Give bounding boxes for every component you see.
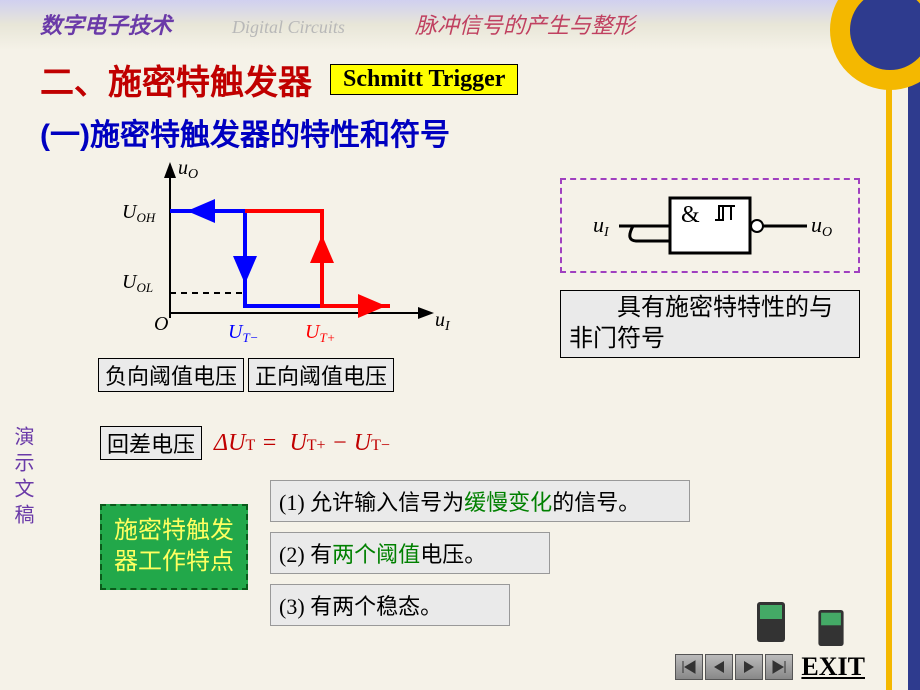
- slide-content: 二、施密特触发器 Schmitt Trigger (一)施密特触发器的特性和符号…: [40, 55, 860, 680]
- pos-threshold-box: 正向阈值电压: [248, 358, 394, 392]
- exit-button[interactable]: EXIT: [801, 652, 865, 682]
- skip-back-icon: [681, 660, 697, 674]
- hysteresis-row: 回差电压 ΔUT = UT+ − UT−: [100, 426, 860, 460]
- svg-text:uI: uI: [593, 212, 610, 240]
- svg-text:&: &: [681, 202, 700, 228]
- schmitt-trigger-label: Schmitt Trigger: [330, 64, 518, 95]
- multimeter-icon: [818, 610, 843, 646]
- hysteresis-label: 回差电压: [100, 426, 202, 460]
- ut-plus-label: UT+: [305, 321, 335, 345]
- hysteresis-chart: uO uI O UOH UOL UT− UT+: [100, 158, 460, 368]
- sidebar-label-cn: 演示文稿: [8, 426, 37, 530]
- subsection-title: (一)施密特触发器的特性和符号: [40, 110, 860, 154]
- hysteresis-formula: ΔUT = UT+ − UT−: [214, 430, 390, 457]
- y-axis-label: uO: [178, 158, 198, 182]
- nand-symbol-box: uI & uO: [560, 178, 860, 273]
- nav-controls: EXIT: [675, 652, 865, 682]
- svg-text:uO: uO: [811, 212, 832, 240]
- next-icon: [742, 660, 756, 674]
- uol-label: UOL: [122, 271, 153, 295]
- skip-fwd-icon: [771, 660, 787, 674]
- feature-item: (3) 有两个稳态。: [270, 584, 510, 626]
- feature-item: (2) 有两个阈值电压。: [270, 532, 550, 574]
- header-topic: 脉冲信号的产生与整形: [415, 8, 635, 40]
- features-title-box: 施密特触发器工作特点: [100, 504, 248, 590]
- section-title: 二、施密特触发器: [40, 55, 312, 104]
- prev-icon: [712, 660, 726, 674]
- multimeter-icon: [757, 602, 785, 642]
- nav-first-button[interactable]: [675, 654, 703, 680]
- uoh-label: UOH: [122, 201, 156, 225]
- origin-label: O: [154, 313, 168, 335]
- neg-threshold-box: 负向阈值电压: [98, 358, 244, 392]
- decor-stripe-blue: [908, 0, 920, 690]
- diagram-row: uO uI O UOH UOL UT− UT+ 负向阈值电压 正向阈值电压: [40, 158, 860, 398]
- feature-item: (1) 允许输入信号为缓慢变化的信号。: [270, 480, 690, 522]
- header-cn: 数字电子技术: [40, 8, 172, 40]
- ut-minus-label: UT−: [228, 321, 258, 345]
- nav-next-button[interactable]: [735, 654, 763, 680]
- section-title-row: 二、施密特触发器 Schmitt Trigger: [40, 55, 860, 104]
- symbol-caption: 具有施密特特性的与非门符号: [560, 290, 860, 358]
- features-row: 施密特触发器工作特点 (1) 允许输入信号为缓慢变化的信号。 (2) 有两个阈值电…: [40, 480, 860, 636]
- header-en: Digital Circuits: [232, 17, 345, 38]
- threshold-labels: 负向阈值电压 正向阈值电压: [98, 358, 394, 392]
- decor-stripe-yellow: [886, 0, 892, 690]
- x-axis-label: uI: [435, 309, 451, 334]
- nav-last-button[interactable]: [765, 654, 793, 680]
- nand-schmitt-symbol: uI & uO: [575, 186, 845, 266]
- slide-header: 数字电子技术 Digital Circuits 脉冲信号的产生与整形: [40, 8, 820, 38]
- nav-prev-button[interactable]: [705, 654, 733, 680]
